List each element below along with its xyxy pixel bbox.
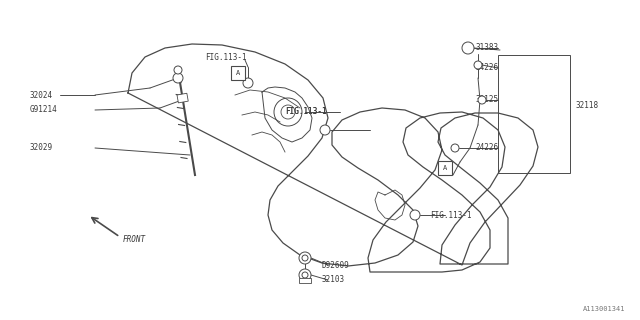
Text: D92609: D92609 bbox=[322, 260, 349, 269]
Circle shape bbox=[299, 252, 311, 264]
Bar bbox=[438, 161, 452, 175]
Text: A113001341: A113001341 bbox=[582, 306, 625, 312]
Circle shape bbox=[320, 125, 330, 135]
Bar bbox=[231, 66, 245, 80]
Text: 32029: 32029 bbox=[30, 143, 53, 153]
Text: FRONT: FRONT bbox=[123, 236, 146, 244]
Circle shape bbox=[474, 61, 482, 69]
Bar bbox=[299, 278, 311, 283]
Text: 24226: 24226 bbox=[475, 143, 498, 153]
Text: FIG.113-1: FIG.113-1 bbox=[430, 211, 472, 220]
Circle shape bbox=[462, 42, 474, 54]
Text: 32125: 32125 bbox=[475, 95, 498, 105]
Text: 32103: 32103 bbox=[322, 276, 345, 284]
Text: G91214: G91214 bbox=[30, 106, 58, 115]
Text: 32024: 32024 bbox=[30, 91, 53, 100]
Circle shape bbox=[410, 210, 420, 220]
Text: FIG.113-1: FIG.113-1 bbox=[285, 108, 326, 116]
Circle shape bbox=[174, 66, 182, 74]
Text: 31383: 31383 bbox=[475, 44, 498, 52]
Text: 24226: 24226 bbox=[475, 63, 498, 73]
Circle shape bbox=[302, 272, 308, 278]
Circle shape bbox=[451, 144, 459, 152]
Circle shape bbox=[243, 78, 253, 88]
Text: A: A bbox=[236, 70, 240, 76]
Text: FIG.113-1: FIG.113-1 bbox=[285, 108, 326, 116]
Circle shape bbox=[478, 96, 486, 104]
Circle shape bbox=[173, 73, 183, 83]
Text: FIG.113-1: FIG.113-1 bbox=[205, 52, 246, 61]
Text: 32118: 32118 bbox=[575, 100, 598, 109]
Text: A: A bbox=[443, 165, 447, 171]
Circle shape bbox=[302, 255, 308, 261]
Bar bbox=[177, 93, 188, 103]
Circle shape bbox=[299, 269, 311, 281]
Bar bbox=[498, 55, 570, 173]
